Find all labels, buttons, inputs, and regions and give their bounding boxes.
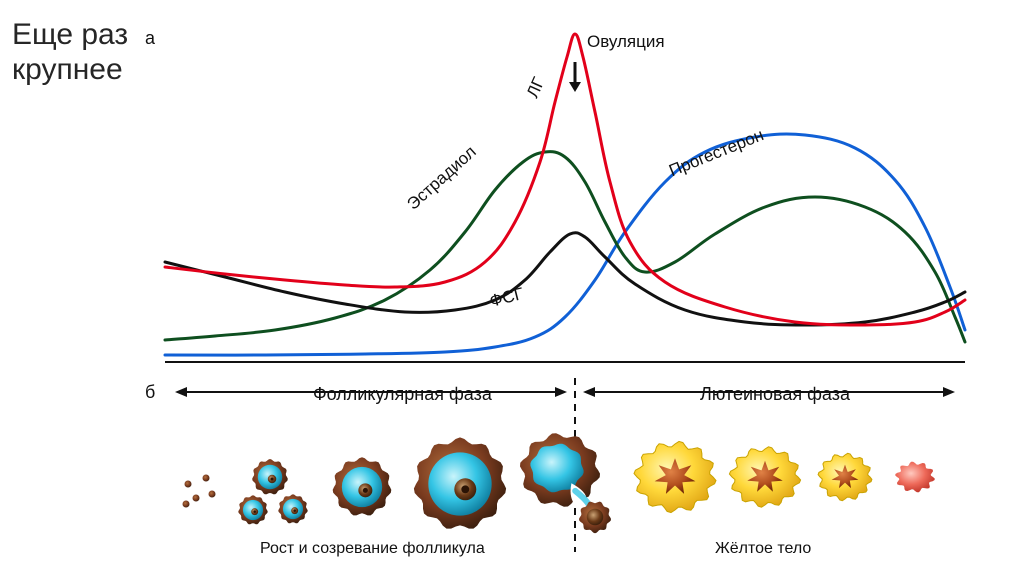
diagram-svg	[145, 22, 985, 552]
title-line2: крупнее	[12, 53, 123, 86]
follicle-growth-caption: Рост и созревание фолликула	[260, 540, 485, 558]
ovulation-label: Овуляция	[587, 32, 665, 52]
hormone-cycle-diagram: а б Овуляция ЛГ Эстрадиол Прогестерон ФС…	[145, 22, 985, 552]
title-line1: Еще раз	[12, 18, 128, 51]
luteal-phase-label: Лютеиновая фаза	[700, 384, 850, 405]
slide-title: Еще раз крупнее	[12, 18, 128, 87]
corpus-luteum-caption: Жёлтое тело	[715, 540, 811, 558]
follicular-phase-label: Фолликулярная фаза	[313, 384, 492, 405]
panel-b-letter: б	[145, 382, 155, 403]
panel-a-letter: а	[145, 28, 155, 49]
